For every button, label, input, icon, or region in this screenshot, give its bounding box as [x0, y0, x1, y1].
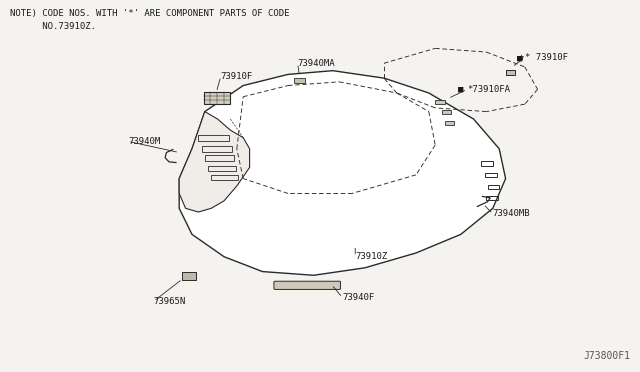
- Text: 73910Z: 73910Z: [355, 252, 387, 261]
- FancyBboxPatch shape: [274, 281, 340, 289]
- Text: NOTE) CODE NOS. WITH '*' ARE COMPONENT PARTS OF CODE: NOTE) CODE NOS. WITH '*' ARE COMPONENT P…: [10, 9, 289, 18]
- Bar: [202, 146, 232, 152]
- Bar: [485, 173, 497, 177]
- Text: 73940M: 73940M: [128, 137, 160, 146]
- Polygon shape: [179, 112, 250, 212]
- Bar: [204, 92, 230, 104]
- Text: ■: ■: [458, 85, 463, 94]
- Bar: [486, 196, 498, 200]
- Bar: [488, 185, 499, 189]
- Text: NO.73910Z.: NO.73910Z.: [10, 22, 95, 31]
- Bar: [198, 135, 229, 141]
- Text: * 73910F: * 73910F: [525, 53, 568, 62]
- Polygon shape: [179, 71, 506, 275]
- Bar: [205, 155, 234, 161]
- Bar: [506, 70, 515, 75]
- Text: ★: ★: [517, 53, 524, 62]
- Bar: [442, 110, 451, 114]
- Bar: [445, 121, 454, 125]
- Text: 73940F: 73940F: [342, 293, 374, 302]
- Bar: [182, 272, 196, 280]
- Text: ■: ■: [517, 53, 522, 62]
- Text: J73800F1: J73800F1: [584, 351, 630, 361]
- Text: 73965N: 73965N: [154, 297, 186, 306]
- Text: 73940MB: 73940MB: [493, 209, 531, 218]
- Text: *73910FA: *73910FA: [467, 85, 510, 94]
- Text: 73940MA: 73940MA: [298, 59, 335, 68]
- Bar: [208, 166, 236, 171]
- Bar: [294, 78, 305, 83]
- Text: 73910F: 73910F: [221, 72, 253, 81]
- Bar: [481, 161, 493, 166]
- Bar: [435, 100, 445, 104]
- Bar: [211, 175, 238, 180]
